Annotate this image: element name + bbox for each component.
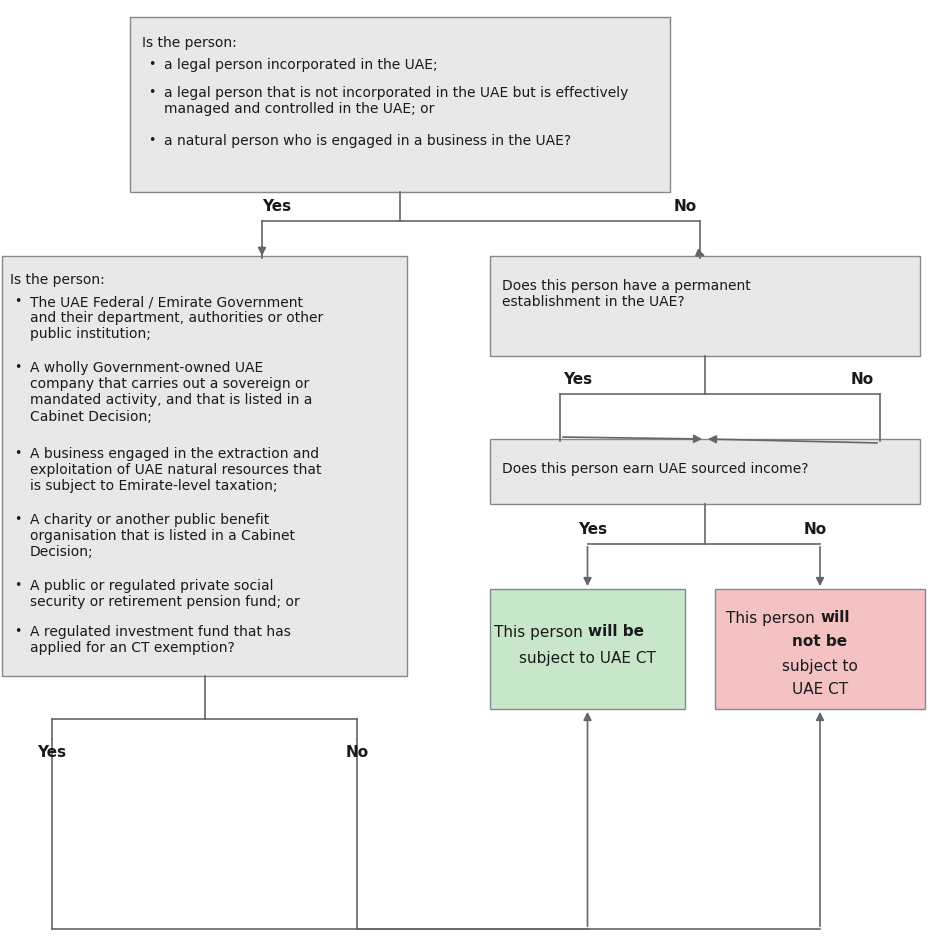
Text: A business engaged in the extraction and
exploitation of UAE natural resources t: A business engaged in the extraction and… bbox=[30, 446, 321, 493]
Text: a natural person who is engaged in a business in the UAE?: a natural person who is engaged in a bus… bbox=[164, 134, 571, 148]
Text: •: • bbox=[148, 58, 155, 71]
Text: will: will bbox=[820, 610, 850, 625]
Text: Yes: Yes bbox=[37, 744, 66, 759]
Text: not be: not be bbox=[793, 634, 848, 649]
Bar bbox=[715, 589, 925, 709]
Text: This person: This person bbox=[494, 624, 588, 639]
Text: A public or regulated private social
security or retirement pension fund; or: A public or regulated private social sec… bbox=[30, 579, 300, 608]
Text: Yes: Yes bbox=[262, 199, 291, 214]
Text: No: No bbox=[345, 744, 369, 759]
Text: •: • bbox=[14, 295, 22, 307]
Text: •: • bbox=[14, 361, 22, 373]
Text: No: No bbox=[803, 522, 826, 536]
Text: Is the person:: Is the person: bbox=[142, 36, 237, 50]
Text: This person: This person bbox=[726, 610, 820, 625]
Bar bbox=[490, 257, 920, 357]
Text: No: No bbox=[851, 371, 873, 387]
Bar bbox=[490, 589, 685, 709]
Text: A regulated investment fund that has
applied for an CT exemption?: A regulated investment fund that has app… bbox=[30, 625, 291, 655]
Bar bbox=[2, 257, 407, 676]
Text: •: • bbox=[14, 512, 22, 526]
Text: Is the person:: Is the person: bbox=[10, 272, 105, 287]
Text: No: No bbox=[673, 199, 696, 214]
Text: subject to UAE CT: subject to UAE CT bbox=[519, 650, 656, 664]
Bar bbox=[130, 18, 670, 193]
Text: •: • bbox=[14, 446, 22, 460]
Text: The UAE Federal / Emirate Government
and their department, authorities or other
: The UAE Federal / Emirate Government and… bbox=[30, 295, 323, 341]
Text: A charity or another public benefit
organisation that is listed in a Cabinet
Dec: A charity or another public benefit orga… bbox=[30, 512, 295, 559]
Text: subject to: subject to bbox=[782, 658, 858, 673]
Text: Yes: Yes bbox=[563, 371, 592, 387]
Text: will be: will be bbox=[588, 624, 644, 639]
Text: •: • bbox=[14, 625, 22, 637]
Text: Does this person earn UAE sourced income?: Does this person earn UAE sourced income… bbox=[502, 462, 809, 475]
Bar bbox=[490, 440, 920, 505]
Text: UAE CT: UAE CT bbox=[792, 682, 848, 697]
Text: a legal person that is not incorporated in the UAE but is effectively
managed an: a legal person that is not incorporated … bbox=[164, 86, 628, 116]
Text: •: • bbox=[14, 579, 22, 591]
Text: Yes: Yes bbox=[578, 522, 607, 536]
Text: Does this person have a permanent
establishment in the UAE?: Does this person have a permanent establ… bbox=[502, 279, 751, 308]
Text: •: • bbox=[148, 86, 155, 99]
Text: A wholly Government-owned UAE
company that carries out a sovereign or
mandated a: A wholly Government-owned UAE company th… bbox=[30, 361, 313, 423]
Text: •: • bbox=[148, 134, 155, 147]
Text: a legal person incorporated in the UAE;: a legal person incorporated in the UAE; bbox=[164, 58, 438, 72]
